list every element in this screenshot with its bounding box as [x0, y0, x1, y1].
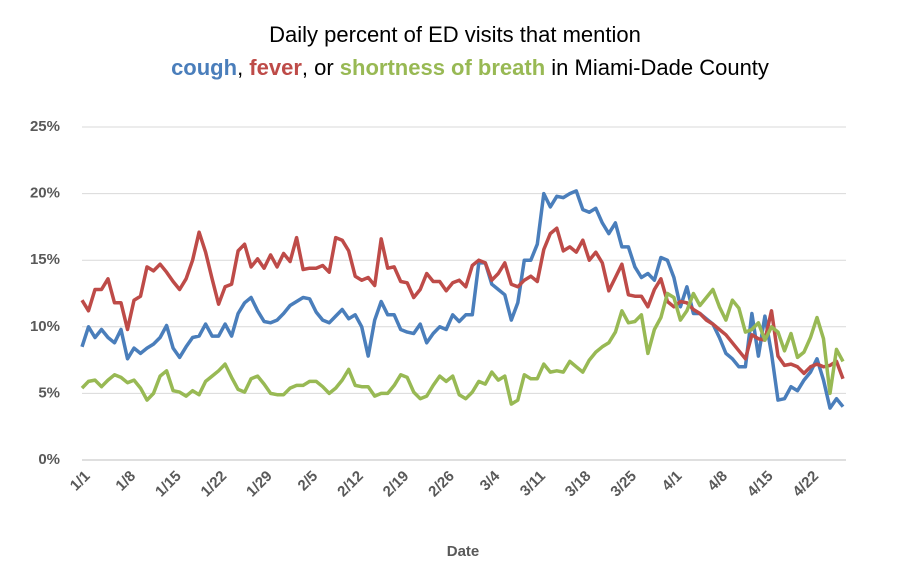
title-text: , [237, 55, 249, 80]
title-text: in Miami-Dade County [545, 55, 769, 80]
x-tick-label: 2/5 [295, 468, 322, 495]
y-tick-label: 5% [38, 384, 60, 401]
y-tick-label: 0% [38, 451, 60, 468]
y-tick-label: 15% [30, 251, 60, 268]
x-axis-label: Date [447, 543, 480, 560]
x-tick-label: 2/12 [334, 468, 367, 501]
x-tick-label: 3/11 [517, 468, 549, 500]
title-text: , or [302, 55, 340, 80]
series-label: fever [249, 55, 302, 80]
x-tick-label: 1/15 [152, 468, 185, 501]
series-label: shortness of breath [340, 55, 545, 80]
x-tick-label: 4/1 [659, 468, 686, 495]
series-line [80, 287, 845, 406]
x-tick-label: 2/26 [425, 468, 458, 501]
chart-subtitle: cough, fever, or shortness of breath in … [171, 55, 769, 80]
y-tick-label: 20% [30, 185, 60, 202]
x-tick-label: 4/8 [704, 468, 731, 495]
x-tick-label: 4/22 [789, 468, 822, 501]
x-tick-label: 4/15 [744, 468, 777, 501]
y-tick-label: 10% [30, 318, 60, 335]
x-tick-label: 3/4 [477, 467, 504, 494]
chart-title: Daily percent of ED visits that mention [269, 22, 641, 47]
series-line [80, 226, 845, 380]
series-label: cough [171, 55, 237, 80]
x-tick-label: 3/18 [562, 468, 595, 501]
series-line [80, 189, 845, 410]
x-tick-label: 1/29 [243, 468, 276, 501]
y-tick-label: 25% [30, 118, 60, 135]
x-tick-label: 1/1 [67, 468, 94, 495]
x-tick-label: 2/19 [380, 468, 413, 501]
x-tick-label: 1/22 [198, 468, 231, 501]
x-tick-label: 3/25 [607, 468, 640, 501]
x-tick-label: 1/8 [112, 468, 139, 495]
